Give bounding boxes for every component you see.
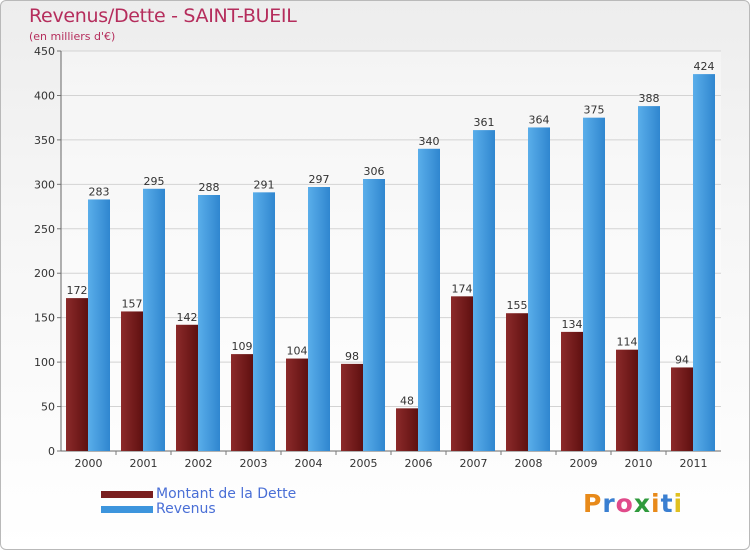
data-label: 104 [287, 345, 308, 358]
x-tick-label: 2004 [295, 457, 323, 470]
proxiti-logo: Proxiti [583, 489, 683, 518]
data-label: 283 [89, 185, 110, 198]
bar-debt [66, 298, 88, 451]
y-tick-label: 50 [41, 401, 55, 414]
data-label: 94 [675, 353, 689, 366]
logo-letter: i [651, 489, 661, 518]
data-label: 361 [474, 116, 495, 129]
bar-debt [231, 354, 253, 451]
data-label: 155 [507, 299, 528, 312]
y-tick-label: 150 [34, 312, 55, 325]
x-tick-label: 2009 [570, 457, 598, 470]
bar-revenue [693, 74, 715, 451]
plot-area [61, 51, 721, 451]
data-label: 388 [639, 92, 660, 105]
data-label: 157 [122, 297, 143, 310]
logo-letter: o [615, 489, 634, 518]
data-label: 142 [177, 311, 198, 324]
y-tick-label: 300 [34, 178, 55, 191]
bar-revenue [308, 187, 330, 451]
y-tick-label: 350 [34, 134, 55, 147]
bar-debt [341, 363, 363, 451]
y-tick-label: 0 [48, 445, 55, 458]
x-tick-label: 2001 [130, 457, 158, 470]
logo-letter: i [673, 489, 684, 518]
data-label: 424 [694, 60, 715, 73]
bar-revenue [473, 130, 495, 451]
data-label: 291 [254, 178, 275, 191]
data-label: 174 [452, 282, 473, 295]
data-label: 340 [419, 135, 440, 148]
bar-revenue [638, 106, 660, 451]
bar-revenue [198, 195, 220, 451]
data-label: 364 [529, 113, 550, 126]
bar-revenue [253, 192, 275, 452]
y-tick-label: 200 [34, 267, 55, 280]
data-label: 295 [144, 175, 165, 188]
legend-label-debt: Montant de la Dette [156, 486, 297, 502]
data-label: 288 [199, 181, 220, 194]
logo-letter: r [602, 489, 616, 518]
legend-label-revenue: Revenus [156, 501, 216, 517]
x-tick-label: 2006 [405, 457, 433, 470]
logo-letter: t [660, 489, 674, 518]
y-tick-label: 250 [34, 223, 55, 236]
data-label: 172 [67, 284, 88, 297]
bar-revenue [528, 127, 550, 451]
data-label: 297 [309, 173, 330, 186]
x-tick-label: 2011 [680, 457, 708, 470]
bar-debt [396, 408, 418, 451]
x-tick-label: 2002 [185, 457, 213, 470]
legend-swatch-debt [101, 491, 153, 498]
legend-swatch-revenue [101, 506, 153, 513]
data-label: 114 [617, 336, 638, 349]
y-tick-label: 400 [34, 89, 55, 102]
bar-debt [506, 313, 528, 451]
bar-revenue [143, 188, 165, 451]
data-label: 48 [400, 394, 414, 407]
logo-letter: P [583, 489, 603, 518]
bar-revenue [88, 199, 110, 451]
logo-letter: x [633, 489, 651, 518]
data-label: 109 [232, 340, 253, 353]
bar-debt [671, 367, 693, 451]
bar-debt [176, 324, 198, 451]
bar-debt [121, 311, 143, 451]
bar-revenue [418, 148, 440, 451]
bar-debt [616, 349, 638, 451]
data-label: 375 [584, 104, 605, 117]
chart-title: Revenus/Dette - SAINT-BUEIL [29, 5, 297, 27]
y-tick-label: 450 [34, 45, 55, 58]
bar-revenue [583, 117, 605, 452]
x-tick-label: 2007 [460, 457, 488, 470]
data-label: 98 [345, 350, 359, 363]
x-tick-label: 2008 [515, 457, 543, 470]
data-label: 306 [364, 165, 385, 178]
bar-revenue [363, 179, 385, 451]
bar-debt [286, 358, 308, 451]
x-tick-label: 2003 [240, 457, 268, 470]
x-tick-label: 2000 [75, 457, 103, 470]
bar-debt [561, 331, 583, 451]
chart-subtitle: (en milliers d'€) [29, 30, 116, 43]
x-tick-label: 2010 [625, 457, 653, 470]
bar-debt [451, 296, 473, 451]
data-label: 134 [562, 318, 583, 331]
x-tick-label: 2005 [350, 457, 378, 470]
y-tick-label: 100 [34, 356, 55, 369]
